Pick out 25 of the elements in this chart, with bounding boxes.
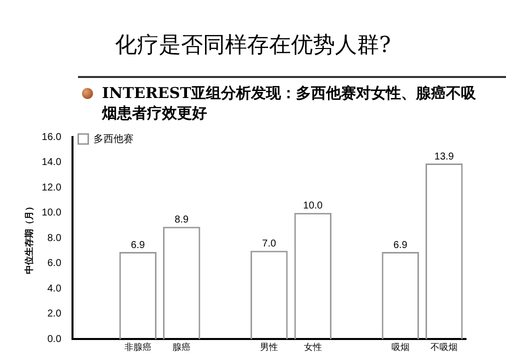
x-tick-label: 吸烟 [391,342,410,352]
y-tick-label: 6.0 [47,258,62,270]
x-tick-label: 腺癌 [172,342,191,352]
x-tick-label: 非腺癌 [124,342,152,352]
data-label: 8.9 [174,214,190,226]
data-label: 10.0 [303,200,324,212]
x-tick-label: 不吸烟 [430,342,458,352]
y-tick-label: 16.0 [42,132,62,143]
y-tick-label: 12.0 [42,182,62,194]
x-tick-label: 女性 [304,342,322,352]
data-label: 6.9 [393,240,408,251]
data-label: 7.0 [262,238,277,250]
chart-title: 化疗是否同样存在优势人群? [114,32,392,60]
y-tick-label: 0.0 [47,334,62,345]
y-tick-label: 10.0 [42,208,62,219]
y-tick-label: 14.0 [42,157,62,168]
x-tick-label: 男性 [260,342,278,352]
y-tick-label: 8.0 [47,232,62,244]
y-axis-title: 中位生存期（月） [24,202,34,274]
data-label: 6.9 [130,240,146,251]
chart-subtitle: INTEREST亚组分析发现：多西他赛对女性、腺癌不吸烟患者疗效更好 [102,83,478,123]
legend-label: 多西他赛 [93,132,134,145]
y-tick-label: 2.0 [47,308,62,320]
data-label: 13.9 [434,151,454,162]
y-tick-label: 4.0 [47,283,62,294]
